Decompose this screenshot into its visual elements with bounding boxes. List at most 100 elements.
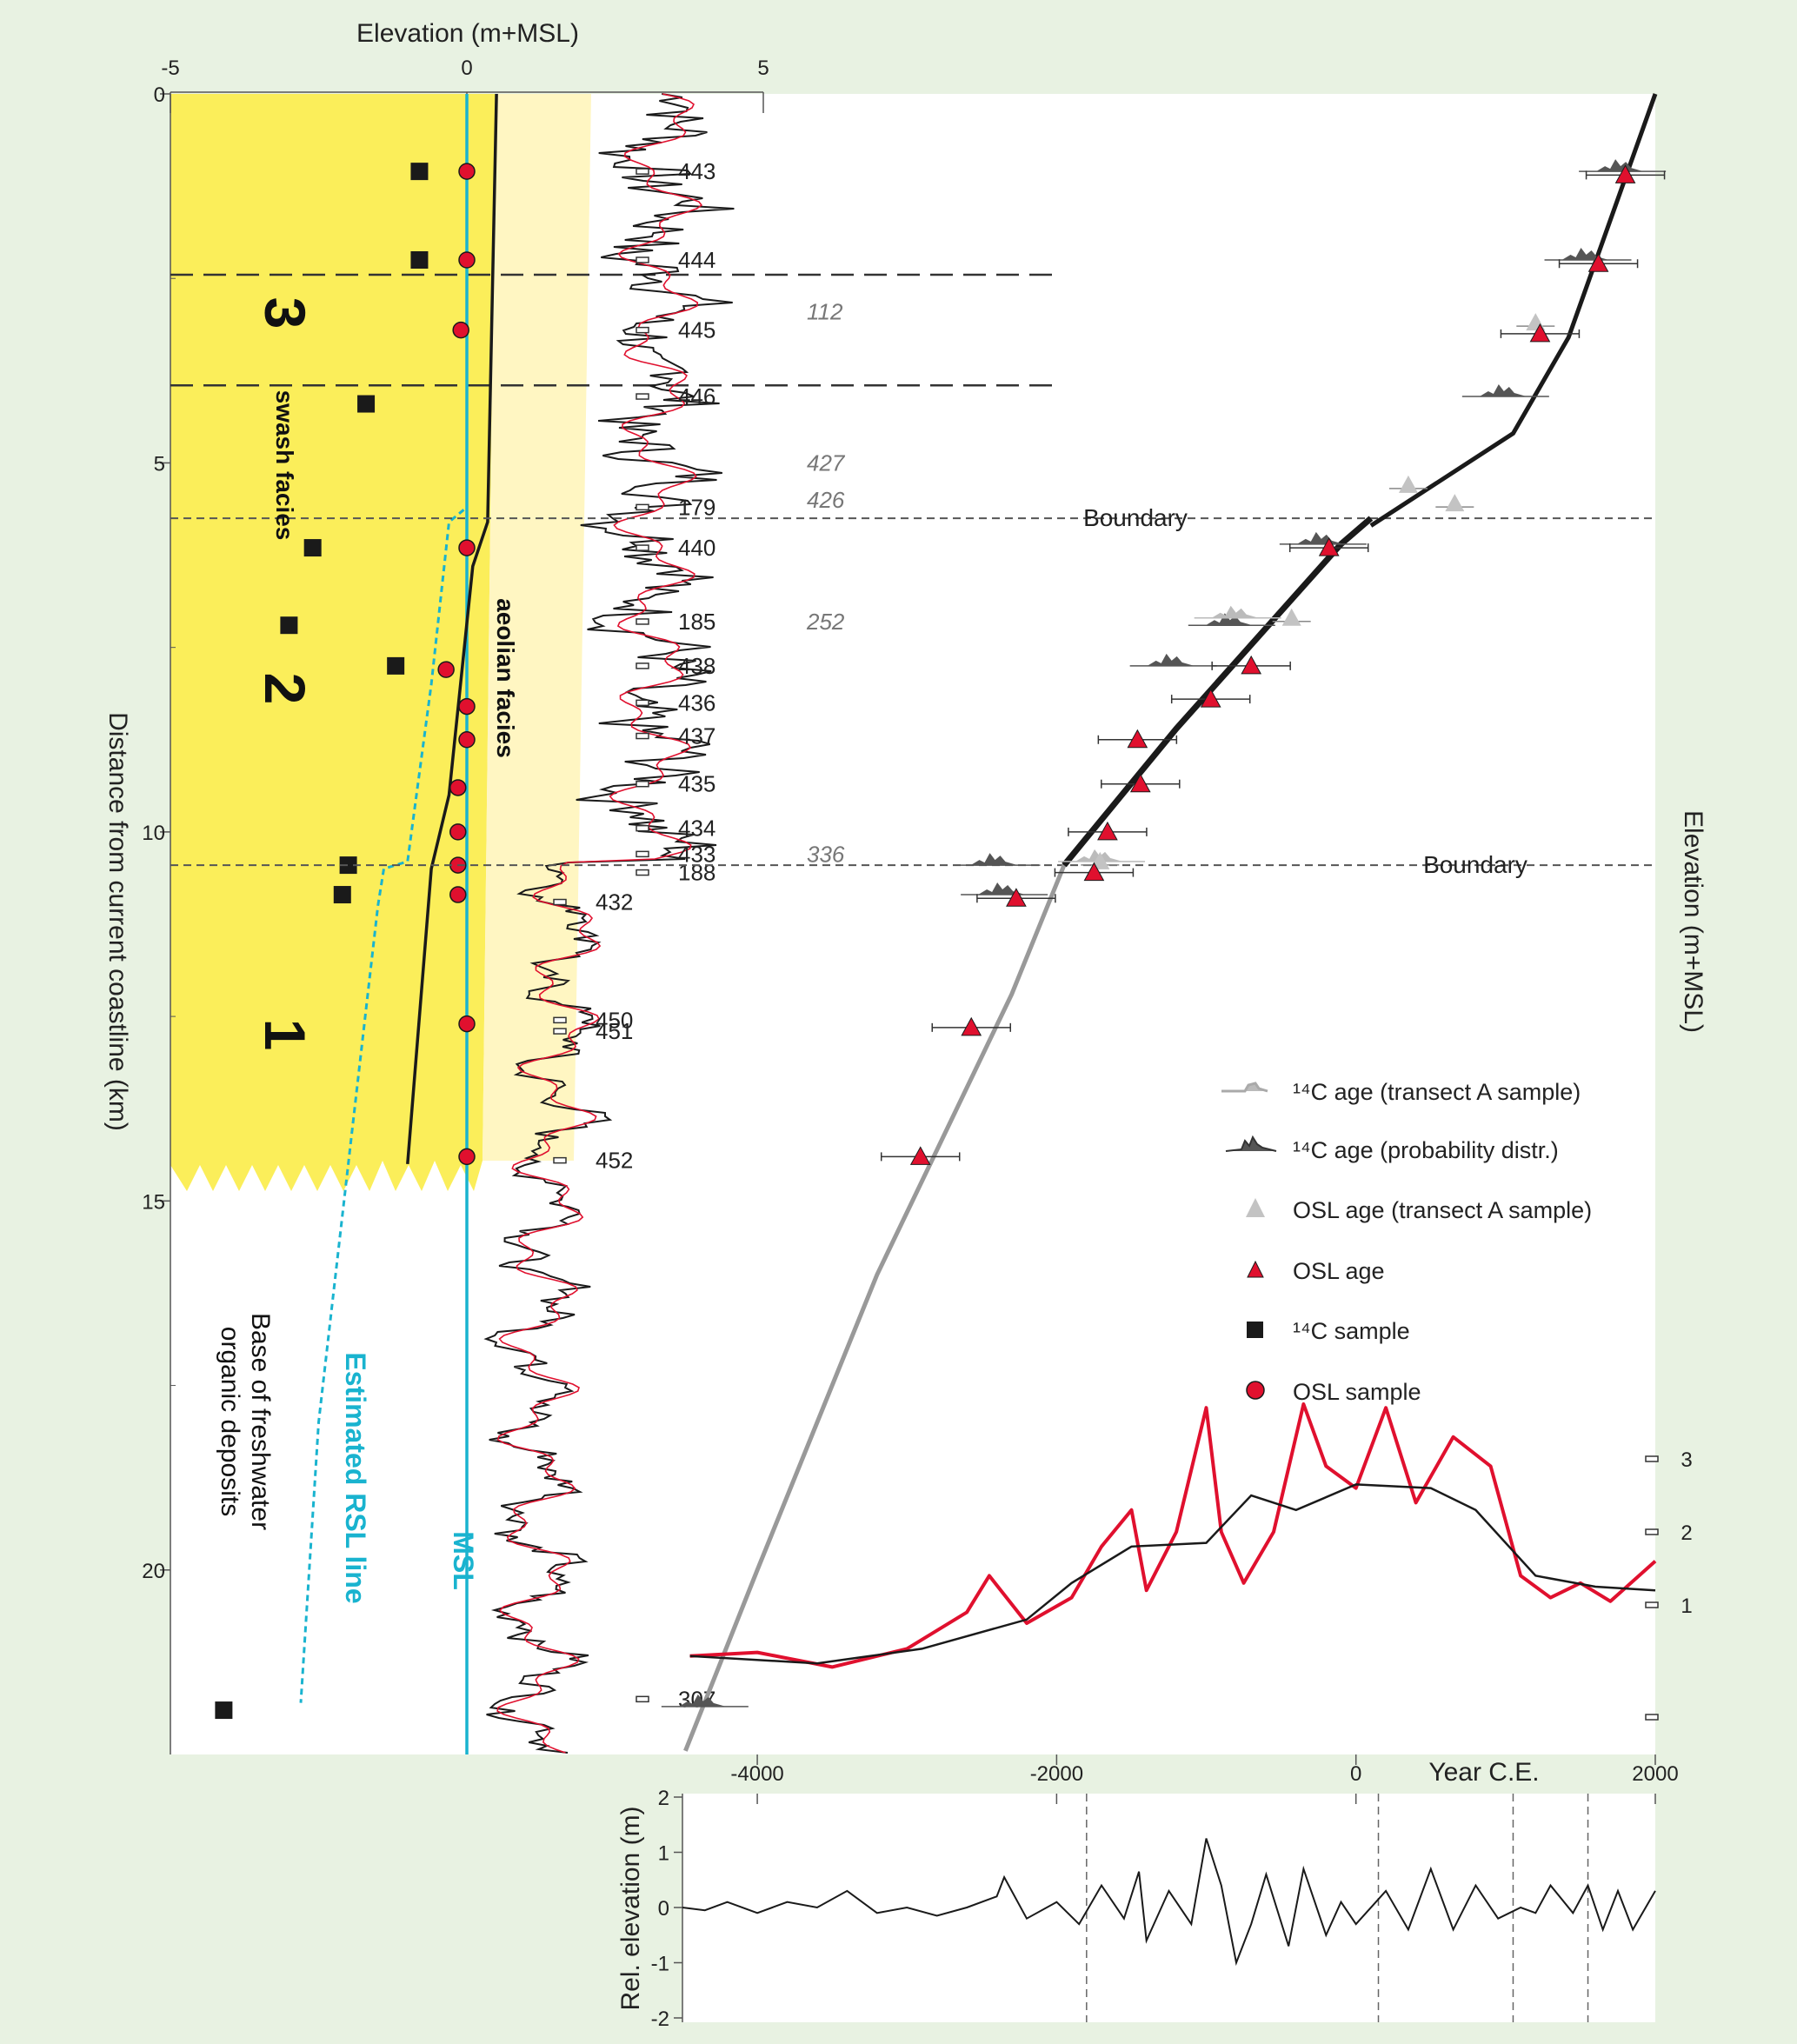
year-axis-tick-label: -2000 — [1030, 1762, 1083, 1786]
c14-age-distribution — [1596, 159, 1644, 172]
left-axis-tick-label: 5 — [154, 452, 165, 476]
year-axis-tick-label: -4000 — [730, 1762, 783, 1786]
osl-sample-marker — [449, 823, 467, 841]
unit-label-3: 3 — [253, 297, 317, 330]
osl-age-marker — [1200, 689, 1221, 708]
italic-sample-label: 427 — [807, 449, 846, 476]
sample-id-label: 435 — [678, 771, 715, 797]
sample-id-label: 185 — [678, 609, 715, 635]
osl-sample-marker — [449, 779, 467, 796]
boundary-label: Boundary — [1423, 851, 1527, 878]
residual-y-tick-label: 0 — [658, 1897, 669, 1921]
osl-sample-marker — [452, 321, 469, 339]
legend-label-osl-sample: OSL sample — [1293, 1379, 1421, 1405]
sample-id-label: 440 — [678, 535, 715, 561]
sample-id-label: 444 — [678, 247, 715, 273]
residual-y-tick-label: 2 — [658, 1787, 669, 1810]
legend-symbol-c14-prob — [1225, 1135, 1277, 1152]
sample-id-marker — [636, 732, 649, 740]
osl-sample-marker — [458, 163, 476, 180]
sample-id-marker — [636, 618, 649, 625]
c14-age-distribution — [678, 1694, 726, 1707]
right-axis-tick-label: 1 — [1681, 1595, 1692, 1618]
sample-id-label: 450 — [596, 1007, 633, 1033]
osl-age-marker — [909, 1146, 931, 1165]
top-axis-tick-label: -5 — [161, 57, 179, 80]
right-axis-tick-label: 3 — [1681, 1448, 1692, 1472]
c14-sample-marker — [339, 856, 357, 875]
sample-id-marker — [636, 1695, 649, 1703]
residual-panel-background — [682, 1794, 1655, 2022]
right-axis-tick — [1645, 1528, 1659, 1535]
left-axis-tick-label: 10 — [142, 822, 165, 845]
osl-age-marker — [1241, 655, 1262, 675]
right-axis-tick-label: 2 — [1681, 1521, 1692, 1545]
osl-age-marker — [1083, 862, 1105, 882]
sample-id-label: 436 — [678, 689, 715, 716]
osl-sample-marker — [458, 697, 476, 716]
sample-id-marker — [553, 898, 567, 906]
legend-item-c14-prob: ¹⁴C age (probability distr.) — [1225, 1135, 1559, 1163]
osl-transect-age-marker — [1281, 608, 1301, 626]
osl-age-marker — [1127, 729, 1148, 749]
c14-sample-marker — [410, 251, 429, 269]
sample-id-marker — [636, 503, 649, 511]
italic-sample-label: 252 — [806, 609, 845, 635]
transect-panel: -5 0 5 0 5 10 15 20 443 444 445 446 179 440 185 438 436 4… — [142, 57, 1056, 1754]
sample-id-marker — [636, 699, 649, 707]
c14-age-distribution — [970, 853, 1018, 866]
osl-age-marker — [1587, 253, 1609, 272]
legend-symbol-c14-sample — [1247, 1322, 1263, 1338]
sample-id-marker — [636, 256, 649, 263]
osl-age-marker — [1129, 773, 1151, 793]
c14-age-distribution — [1479, 384, 1527, 397]
sample-id-label: 445 — [678, 317, 715, 343]
rsl-line — [299, 94, 469, 1703]
legend-symbol-osl-sample — [1246, 1381, 1265, 1400]
left-axis-tick-label: 0 — [154, 83, 165, 107]
c14-sample-marker — [333, 886, 351, 904]
osl-age-marker — [1529, 323, 1551, 343]
top-axis-title: Elevation (m+MSL) — [356, 19, 579, 48]
freshwater-label-line1: Base of freshwater — [246, 1313, 275, 1530]
year-axis-tick-label: 0 — [1350, 1762, 1361, 1786]
elevation-series-smooth — [689, 1483, 1656, 1665]
osl-sample-marker — [458, 731, 476, 749]
legend-label-c14-transect: ¹⁴C age (transect A sample) — [1293, 1079, 1581, 1105]
sample-id-marker — [636, 662, 649, 669]
sample-id-marker — [553, 1156, 567, 1164]
unit-label-2: 2 — [253, 673, 317, 705]
osl-age-marker — [1097, 821, 1118, 841]
legend-label-osl-transect: OSL age (transect A sample) — [1293, 1197, 1592, 1223]
sample-id-marker — [636, 780, 649, 788]
osl-sample-marker — [449, 886, 467, 903]
age-depth-panel: Boundary Boundary 3 2 1 -4000 -2000 0 2000 — [170, 93, 1693, 1786]
boundary-label: Boundary — [1083, 504, 1188, 531]
italic-sample-label: 112 — [807, 298, 843, 324]
legend-item-osl-transect: OSL age (transect A sample) — [1246, 1197, 1592, 1223]
residual-panel: 2 1 0 -1 -2 — [651, 1787, 1656, 2031]
beach-front-line — [406, 93, 498, 1165]
legend-label-osl-age: OSL age — [1293, 1258, 1385, 1284]
sample-id-label: 451 — [596, 1018, 633, 1044]
c14-age-distribution — [1296, 531, 1344, 544]
trend-line-black — [1369, 93, 1658, 528]
trend-line-gray — [683, 864, 1067, 1752]
right-axis-title: Elevation (m+MSL) — [1679, 810, 1707, 1033]
osl-age-marker — [1614, 164, 1636, 183]
legend-label-c14-prob: ¹⁴C age (probability distr.) — [1293, 1137, 1559, 1163]
sample-id-marker — [636, 869, 649, 876]
residual-y-tick-label: -1 — [651, 1953, 669, 1976]
sample-id-label: 446 — [678, 383, 715, 409]
osl-age-marker — [961, 1016, 982, 1036]
c14-sample-marker — [410, 163, 429, 181]
c14-age-distribution — [1205, 613, 1253, 626]
year-axis-tick-label: 2000 — [1632, 1762, 1678, 1786]
osl-age-marker — [1006, 888, 1027, 907]
dune-profile-raw — [483, 93, 735, 1754]
year-axis-title: Year C.E. — [1428, 1758, 1539, 1787]
sample-id-label: 432 — [596, 889, 633, 915]
dune-profile-smooth — [496, 93, 703, 1754]
right-axis-tick — [1645, 1455, 1659, 1462]
c14-sample-marker — [280, 616, 298, 635]
